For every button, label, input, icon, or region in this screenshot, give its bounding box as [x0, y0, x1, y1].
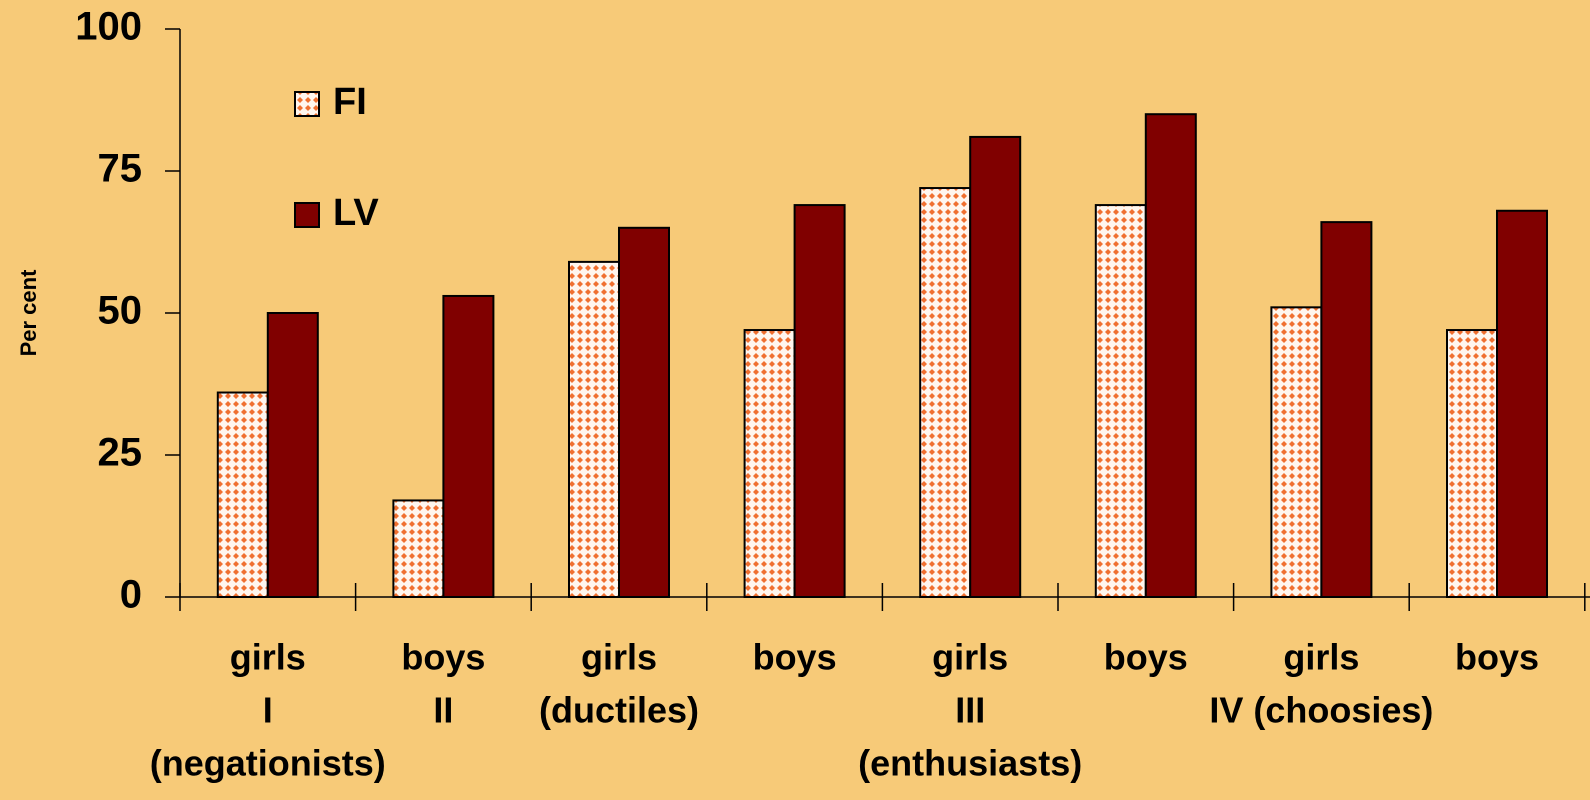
y-tick-label: 0 [120, 573, 142, 617]
legend-swatch [294, 202, 320, 228]
y-tick-label: 75 [98, 147, 143, 191]
x-tick-label: (enthusiasts) [858, 743, 1082, 784]
bar [793, 204, 846, 599]
x-tick-label: IV (choosies) [1209, 690, 1433, 731]
legend-label: FI [333, 81, 367, 123]
bar [266, 312, 319, 598]
bar [568, 260, 620, 598]
x-tick-label: boys [1104, 637, 1188, 678]
x-tick-label: girls [932, 637, 1008, 678]
y-tick-label: 50 [98, 289, 143, 333]
y-axis-label: Per cent [16, 269, 41, 356]
bar [919, 187, 972, 598]
x-tick-label: boys [401, 637, 485, 678]
x-tick-label: boys [753, 637, 837, 678]
legend-label: LV [333, 192, 379, 234]
bar [743, 329, 796, 598]
bar [969, 135, 1022, 598]
legend-swatch [294, 91, 320, 117]
x-tick-label: (ductiles) [539, 690, 699, 731]
bar [1496, 209, 1548, 598]
x-tick-label: III [955, 690, 985, 731]
x-tick-label: I [263, 690, 273, 731]
bar [1144, 113, 1197, 598]
bar [1270, 306, 1323, 598]
bar [1094, 204, 1147, 599]
x-tick-label: II [433, 690, 453, 731]
x-tick-label: (negationists) [150, 743, 386, 784]
bar [442, 294, 495, 598]
bar [1320, 221, 1373, 598]
bar [392, 499, 445, 598]
bar [1446, 329, 1498, 598]
bar [216, 391, 269, 598]
x-tick-label: boys [1455, 637, 1539, 678]
x-tick-label: girls [230, 637, 306, 678]
bar [618, 226, 670, 599]
x-tick-label: girls [581, 637, 657, 678]
y-tick-label: 100 [75, 5, 142, 49]
x-tick-label: girls [1283, 637, 1359, 678]
y-tick-label: 25 [98, 431, 143, 475]
